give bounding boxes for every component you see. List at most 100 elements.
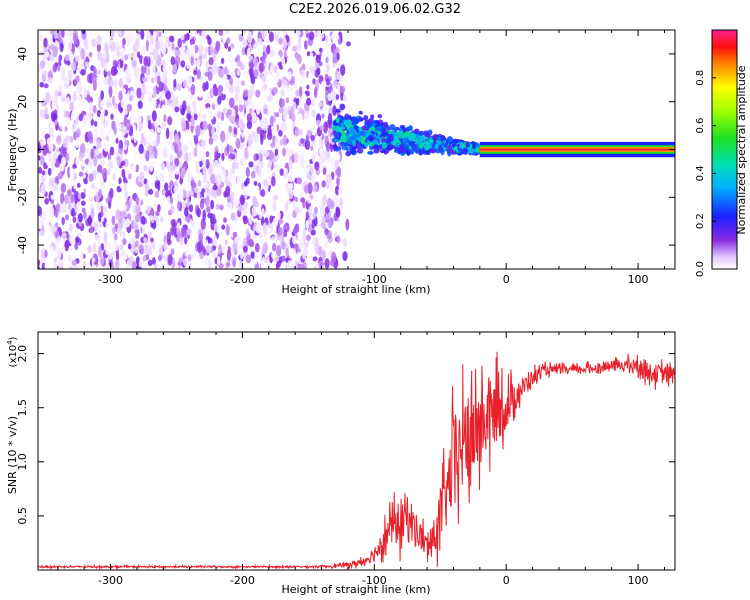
heatmap-cell <box>110 65 117 77</box>
heatmap-cell <box>279 168 284 176</box>
heatmap-cell <box>228 77 234 86</box>
heatmap-cell <box>287 71 292 81</box>
heatmap-cell <box>212 187 218 199</box>
heatmap-cell <box>416 139 423 145</box>
heatmap-cell <box>202 113 207 120</box>
heatmap-cell <box>87 130 93 141</box>
heatmap-cell <box>109 80 115 87</box>
heatmap-cell <box>188 139 194 147</box>
heatmap-cell <box>213 86 219 97</box>
y-tick-label: 1.0 <box>16 453 29 471</box>
heatmap-cell <box>284 202 289 213</box>
heatmap-cell <box>345 119 351 125</box>
heatmap-cell <box>75 132 80 138</box>
heatmap-cell <box>210 221 215 231</box>
heatmap-cell <box>325 78 331 86</box>
x-axis-label-bottom: Height of straight line (km) <box>281 583 430 596</box>
heatmap-cell <box>52 113 57 120</box>
x-tick-label: 100 <box>628 574 649 587</box>
heatmap-cell <box>411 144 417 152</box>
heatmap-cell <box>78 171 84 177</box>
heatmap-cell <box>167 140 173 146</box>
heatmap-cell <box>134 213 141 223</box>
heatmap-cell <box>349 146 356 154</box>
heatmap-cell <box>203 181 209 188</box>
heatmap-cell <box>177 38 182 48</box>
heatmap-cell <box>100 159 106 168</box>
heatmap-cell <box>376 126 382 131</box>
heatmap-cell <box>135 134 141 140</box>
heatmap-cell <box>85 61 90 68</box>
heatmap-cell <box>53 151 57 164</box>
heatmap-cell <box>122 30 129 36</box>
colorbar-label: Normalized spectral amplitude <box>735 65 748 234</box>
heatmap-cell <box>292 235 297 245</box>
heatmap-cell <box>198 110 203 122</box>
heatmap-cell <box>414 129 418 135</box>
heatmap-cell <box>41 170 46 176</box>
heatmap-cell <box>72 163 77 169</box>
heatmap-cell <box>336 176 340 187</box>
heatmap-cell <box>320 234 327 245</box>
heatmap-cell <box>93 156 97 167</box>
heatmap-cell <box>288 183 294 190</box>
heatmap-cell <box>234 84 240 95</box>
heatmap-cell <box>157 204 161 213</box>
heatmap-cell <box>54 120 58 126</box>
heatmap-cell <box>189 38 195 46</box>
heatmap-cell <box>90 183 96 190</box>
heatmap-cell <box>180 34 185 41</box>
heatmap-cell <box>103 231 108 243</box>
heatmap-cell <box>96 138 101 150</box>
heatmap-cell <box>97 51 102 61</box>
heatmap-cell <box>236 257 240 267</box>
heatmap-cell <box>98 245 102 258</box>
heatmap-cell <box>216 110 223 119</box>
heatmap-cell <box>88 82 93 93</box>
heatmap-cell <box>73 181 77 190</box>
heatmap-cell <box>148 246 153 256</box>
heatmap-cell <box>185 49 190 56</box>
heatmap-cell <box>226 37 231 44</box>
heatmap-cell <box>184 236 188 245</box>
heatmap-cell <box>182 100 187 112</box>
heatmap-cell <box>163 241 168 253</box>
heatmap-cell <box>248 215 253 225</box>
heatmap-cell <box>196 187 201 200</box>
heatmap-cell <box>111 95 116 106</box>
heatmap-cell <box>437 136 442 142</box>
heatmap-cell <box>336 83 341 95</box>
heatmap-cell <box>228 153 234 160</box>
heatmap-cell <box>197 171 203 179</box>
heatmap-cell <box>268 31 274 43</box>
heatmap-cell <box>131 164 137 172</box>
heatmap-cell <box>268 92 273 102</box>
heatmap-cell <box>286 148 292 156</box>
heatmap-cell <box>97 171 102 179</box>
heatmap-cell <box>320 221 327 229</box>
heatmap-cell <box>248 55 254 61</box>
heatmap-cell <box>252 195 258 208</box>
heatmap-cell <box>259 232 263 239</box>
heatmap-cell <box>186 105 191 114</box>
heatmap-cell <box>134 240 139 248</box>
heatmap-cell <box>60 84 66 90</box>
heatmap-cell <box>173 133 180 144</box>
heatmap-cell <box>288 190 294 200</box>
heatmap-cell <box>137 181 143 188</box>
heatmap-cell <box>123 182 128 191</box>
heatmap-cell <box>226 108 232 116</box>
heatmap-cell <box>292 228 298 235</box>
heatmap-cell <box>155 221 160 228</box>
heatmap-cell <box>266 131 273 141</box>
heatmap-cell <box>165 127 170 140</box>
heatmap-cell <box>321 180 326 188</box>
heatmap-cell <box>65 135 71 142</box>
heatmap-cell <box>276 30 281 35</box>
heatmap-cell <box>283 229 288 238</box>
heatmap-cell <box>104 162 108 169</box>
heatmap-cell <box>297 37 302 43</box>
heatmap-cell <box>300 197 306 203</box>
heatmap-cell <box>72 216 77 223</box>
